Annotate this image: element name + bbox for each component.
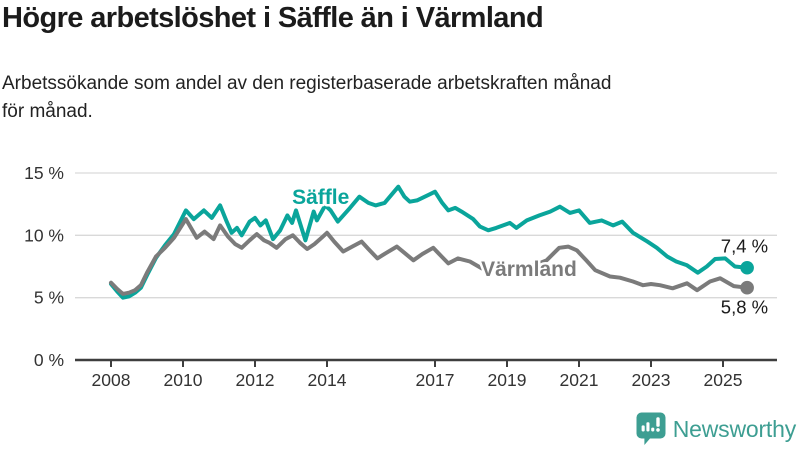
page-title: Högre arbetslöshet i Säffle än i Värmlan… [2,2,544,34]
y-axis-label: 5 % [34,288,64,308]
subtitle-line-1: Arbetssökande som andel av den registerb… [2,73,612,94]
x-axis-label: 2010 [164,370,203,390]
newsworthy-logo: Newsworthy [636,412,796,446]
x-axis-label: 2017 [416,370,455,390]
end-value-label-värmland: 5,8 % [721,297,768,318]
x-axis-label: 2021 [560,370,599,390]
x-axis-label: 2008 [92,370,131,390]
chart-subtitle: Arbetssökande som andel av den registerb… [2,70,782,126]
series-label-värmland: Värmland [481,258,577,281]
series-end-dot-värmland [740,280,754,295]
x-axis-label: 2014 [308,370,347,390]
bar-chart-speech-bubble-icon [636,412,666,445]
series-line-värmland [109,217,750,296]
x-axis-label: 2019 [488,370,527,390]
newsworthy-logo-text: Newsworthy [672,415,796,442]
end-value-label-säffle: 7,4 % [721,236,768,257]
x-axis-label: 2023 [632,370,671,390]
y-axis-label: 0 % [34,350,64,370]
series-line-säffle [109,184,750,300]
series-label-säffle: Säffle [292,186,349,209]
y-axis-label: 10 % [24,225,64,245]
series-end-dot-säffle [740,260,754,275]
x-axis-label: 2025 [704,370,743,390]
x-axis-label: 2012 [236,370,275,390]
y-axis-label: 15 % [24,163,64,183]
subtitle-line-2: för månad. [2,101,93,122]
